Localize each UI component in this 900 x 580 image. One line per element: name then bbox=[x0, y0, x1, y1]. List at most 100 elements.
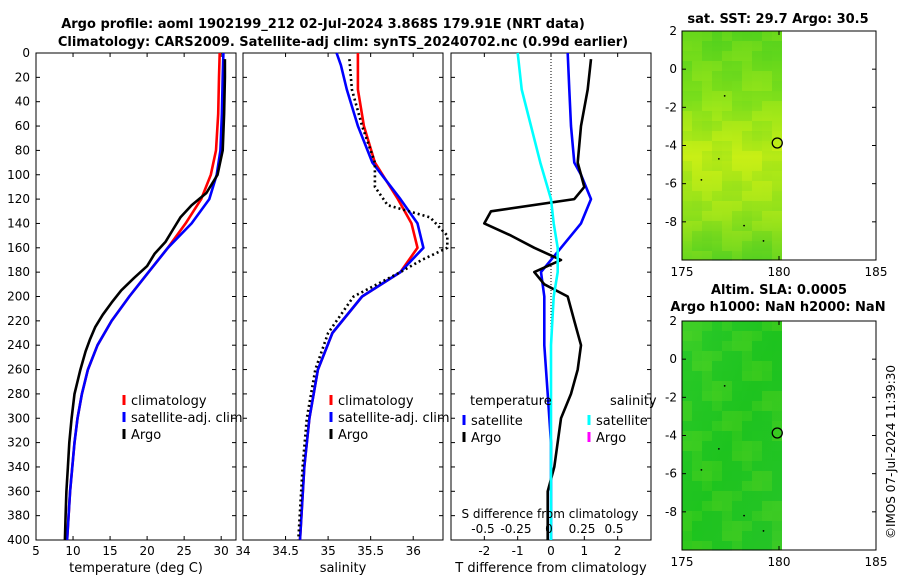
map-cell bbox=[682, 131, 692, 141]
map-cell bbox=[682, 431, 692, 441]
map-cell bbox=[682, 251, 692, 261]
map-cell bbox=[742, 451, 752, 461]
map-cell bbox=[752, 151, 762, 161]
series-line-t-satellite bbox=[539, 52, 593, 540]
map-cell bbox=[762, 201, 772, 211]
map-cell bbox=[692, 321, 702, 331]
map-cell bbox=[692, 241, 702, 251]
map-cell bbox=[702, 531, 712, 541]
map-cell bbox=[682, 331, 692, 341]
map-cell bbox=[722, 351, 732, 361]
map-cell bbox=[762, 111, 772, 121]
map-cell bbox=[692, 481, 702, 491]
map-cell bbox=[712, 241, 722, 251]
map-cell bbox=[772, 321, 782, 331]
map-cell bbox=[742, 491, 752, 501]
map-cell bbox=[722, 171, 732, 181]
map-cell bbox=[712, 501, 722, 511]
map-cell bbox=[762, 451, 772, 461]
s-tick-label: 0 bbox=[545, 522, 553, 536]
map-cell bbox=[722, 431, 732, 441]
map-cell bbox=[712, 461, 722, 471]
map-cell bbox=[732, 451, 742, 461]
map-cell bbox=[682, 371, 692, 381]
map-cell bbox=[702, 161, 712, 171]
map-cell bbox=[722, 131, 732, 141]
map-cell bbox=[722, 471, 732, 481]
map-cell bbox=[762, 231, 772, 241]
map-cell bbox=[702, 511, 712, 521]
map-cell bbox=[722, 141, 732, 151]
map-cell bbox=[712, 251, 722, 261]
map-cell bbox=[752, 71, 762, 81]
map-cell bbox=[712, 131, 722, 141]
map-cell bbox=[722, 541, 732, 551]
map-cell bbox=[712, 441, 722, 451]
map-cell bbox=[702, 81, 712, 91]
map-cell bbox=[752, 421, 762, 431]
map-cell bbox=[722, 521, 732, 531]
map-cell bbox=[722, 371, 732, 381]
map-cell bbox=[772, 421, 782, 431]
y-tick-label: -8 bbox=[665, 505, 677, 519]
map-cell bbox=[722, 401, 732, 411]
map-cell bbox=[752, 491, 762, 501]
map-cell bbox=[702, 31, 712, 41]
map-cell bbox=[732, 521, 742, 531]
map-cell bbox=[762, 51, 772, 61]
map-cell bbox=[692, 111, 702, 121]
map-cell bbox=[752, 471, 762, 481]
map-cell bbox=[772, 371, 782, 381]
map-cell bbox=[772, 81, 782, 91]
map-cell bbox=[762, 431, 772, 441]
map-cell bbox=[712, 211, 722, 221]
map-cell bbox=[762, 321, 772, 331]
map-cell bbox=[752, 111, 762, 121]
map-cell bbox=[712, 31, 722, 41]
map-cell bbox=[682, 361, 692, 371]
map-cell bbox=[712, 371, 722, 381]
map-cell bbox=[742, 471, 752, 481]
map-cell bbox=[742, 251, 752, 261]
map-cell bbox=[772, 431, 782, 441]
map-cell bbox=[712, 61, 722, 71]
map-cell bbox=[742, 51, 752, 61]
series-line-satellite-adj-clim bbox=[298, 52, 425, 541]
map-cell bbox=[702, 221, 712, 231]
map-cell bbox=[772, 501, 782, 511]
map-cell bbox=[682, 501, 692, 511]
y-tick-label: 0 bbox=[669, 352, 677, 366]
map-cell bbox=[692, 211, 702, 221]
map-cell bbox=[692, 51, 702, 61]
map-cell bbox=[772, 391, 782, 401]
map-cell bbox=[682, 441, 692, 451]
map-cell bbox=[702, 61, 712, 71]
map-cell bbox=[732, 531, 742, 541]
y-tick-label: 300 bbox=[7, 411, 30, 425]
map-cell bbox=[722, 461, 732, 471]
map-cell bbox=[762, 341, 772, 351]
map-cell bbox=[692, 341, 702, 351]
map-cell bbox=[752, 541, 762, 551]
map-cell bbox=[732, 481, 742, 491]
map-cell bbox=[692, 31, 702, 41]
map-cell bbox=[732, 151, 742, 161]
map-cell bbox=[762, 101, 772, 111]
map-cell bbox=[692, 391, 702, 401]
map-cell bbox=[702, 431, 712, 441]
map-cell bbox=[682, 351, 692, 361]
map-cell bbox=[682, 321, 692, 331]
map-cell bbox=[752, 171, 762, 181]
map-cell bbox=[712, 421, 722, 431]
map-cell bbox=[692, 331, 702, 341]
x-axis-label: T difference from climatology bbox=[454, 561, 647, 576]
map-cell bbox=[722, 451, 732, 461]
map-cell bbox=[692, 61, 702, 71]
title-line2: Climatology: CARS2009. Satellite-adj cli… bbox=[58, 35, 628, 50]
map-cell bbox=[742, 511, 752, 521]
sst-heatmap bbox=[682, 31, 782, 260]
plot-area bbox=[35, 52, 237, 541]
map-cell bbox=[722, 211, 732, 221]
map-cell bbox=[742, 151, 752, 161]
map-cell bbox=[722, 151, 732, 161]
